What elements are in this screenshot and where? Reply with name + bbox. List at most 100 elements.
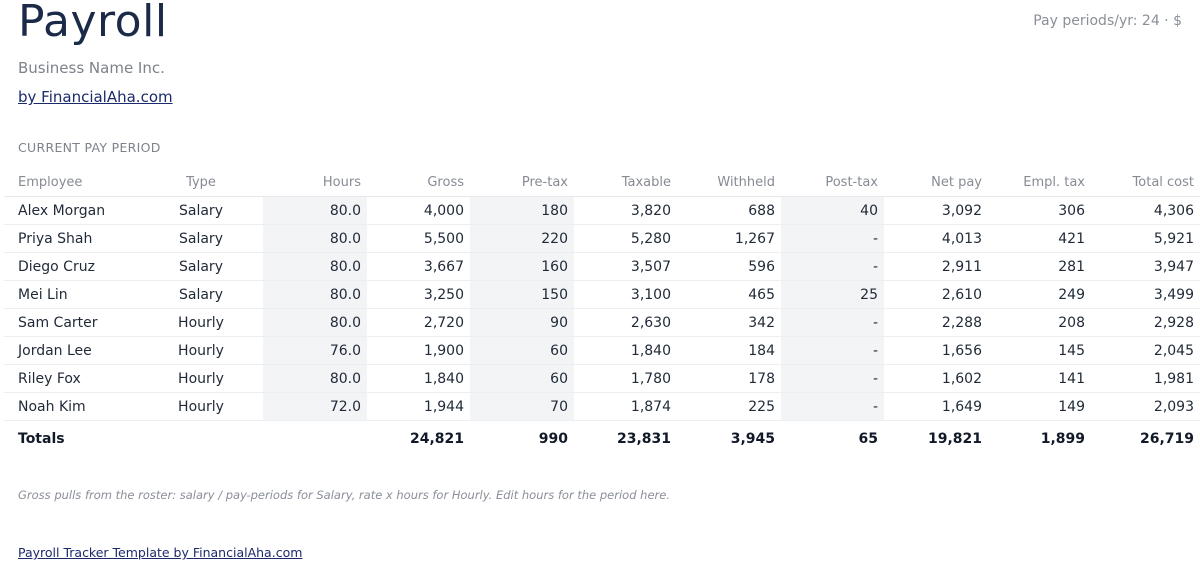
table-cell: 1,840 (574, 336, 677, 365)
business-name: Business Name Inc. (18, 59, 165, 77)
editable-cell[interactable]: 60 (470, 364, 574, 393)
editable-cell[interactable]: 80.0 (263, 252, 367, 281)
table-cell: 2,720 (367, 308, 470, 337)
table-cell: 2,093 (1091, 392, 1200, 421)
table-cell: 5,921 (1091, 224, 1200, 253)
table-cell: 2,928 (1091, 308, 1200, 337)
table-cell: Diego Cruz (4, 252, 139, 281)
table-cell: Noah Kim (4, 392, 139, 421)
table-row: Noah Kim Hourly 72.0 1,944 70 1,874 225-1,649 1… (4, 392, 1200, 421)
table-cell: Salary (139, 252, 263, 281)
column-header: Type (139, 168, 263, 197)
table-cell: 1,602 (884, 364, 988, 393)
editable-cell[interactable]: 25 (781, 280, 884, 309)
table-cell: Salary (139, 196, 263, 225)
editable-cell[interactable]: 60 (470, 336, 574, 365)
table-cell: 1,649 (884, 392, 988, 421)
totals-cell: 23,831 (574, 420, 677, 455)
table-cell: 4,306 (1091, 196, 1200, 225)
table-cell: 1,267 (677, 224, 781, 253)
table-cell: 306 (988, 196, 1091, 225)
editable-cell[interactable]: - (781, 364, 884, 393)
section-label-current-pay-period: CURRENT PAY PERIOD (18, 140, 161, 155)
table-cell: Hourly (139, 392, 263, 421)
footer-template-link[interactable]: Payroll Tracker Template by FinancialAha… (18, 545, 303, 560)
table-cell: 141 (988, 364, 1091, 393)
column-header: Hours (263, 168, 367, 197)
editable-cell[interactable]: 80.0 (263, 196, 367, 225)
totals-cell: 990 (470, 420, 574, 455)
column-header: Total cost (1091, 168, 1200, 197)
editable-cell[interactable]: 80.0 (263, 308, 367, 337)
table-cell: 5,500 (367, 224, 470, 253)
table-cell: 178 (677, 364, 781, 393)
editable-cell[interactable]: 76.0 (263, 336, 367, 365)
table-cell: 4,013 (884, 224, 988, 253)
editable-cell[interactable]: 150 (470, 280, 574, 309)
totals-cell: 65 (781, 420, 884, 455)
editable-cell[interactable]: 70 (470, 392, 574, 421)
table-cell: 1,874 (574, 392, 677, 421)
table-cell: 465 (677, 280, 781, 309)
gross-note: Gross pulls from the roster: salary / pa… (18, 488, 670, 502)
table-cell: Hourly (139, 308, 263, 337)
table-row: Diego Cruz Salary 80.0 3,667 160 3,507 596-2,9… (4, 252, 1200, 281)
table-cell: 1,944 (367, 392, 470, 421)
editable-cell[interactable]: - (781, 336, 884, 365)
editable-cell[interactable]: 80.0 (263, 224, 367, 253)
totals-cell (263, 420, 367, 455)
editable-cell[interactable]: - (781, 252, 884, 281)
table-cell: Hourly (139, 364, 263, 393)
editable-cell[interactable]: 90 (470, 308, 574, 337)
table-row: Riley Fox Hourly 80.0 1,840 60 1,780 178-1,602… (4, 364, 1200, 393)
table-cell: 3,820 (574, 196, 677, 225)
column-header: Pre-tax (470, 168, 574, 197)
column-header: Employee (4, 168, 139, 197)
table-cell: 1,656 (884, 336, 988, 365)
table-cell: Mei Lin (4, 280, 139, 309)
editable-cell[interactable]: 80.0 (263, 280, 367, 309)
column-header: Net pay (884, 168, 988, 197)
editable-cell[interactable]: 160 (470, 252, 574, 281)
editable-cell[interactable]: 220 (470, 224, 574, 253)
editable-cell[interactable]: 80.0 (263, 364, 367, 393)
table-row: Alex Morgan Salary 80.0 4,000 180 3,820 688 40 3… (4, 196, 1200, 225)
table-cell: 596 (677, 252, 781, 281)
table-cell: 342 (677, 308, 781, 337)
totals-cell: 1,899 (988, 420, 1091, 455)
table-cell: 2,911 (884, 252, 988, 281)
pay-periods-info: Pay periods/yr: 24 · $ (1033, 13, 1182, 29)
table-cell: 421 (988, 224, 1091, 253)
table-cell: 3,250 (367, 280, 470, 309)
totals-cell: 19,821 (884, 420, 988, 455)
editable-cell[interactable]: 180 (470, 196, 574, 225)
table-row: Sam Carter Hourly 80.0 2,720 90 2,630 342-2,28… (4, 308, 1200, 337)
editable-cell[interactable]: - (781, 308, 884, 337)
table-row: Jordan Lee Hourly 76.0 1,900 60 1,840 184-1,65… (4, 336, 1200, 365)
table-cell: 3,499 (1091, 280, 1200, 309)
editable-cell[interactable]: 40 (781, 196, 884, 225)
editable-cell[interactable]: 72.0 (263, 392, 367, 421)
editable-cell[interactable]: - (781, 224, 884, 253)
table-cell: 2,288 (884, 308, 988, 337)
table-cell: 2,610 (884, 280, 988, 309)
column-header: Taxable (574, 168, 677, 197)
page-title: Payroll (18, 0, 168, 47)
table-cell: 1,900 (367, 336, 470, 365)
editable-cell[interactable]: - (781, 392, 884, 421)
table-cell: 1,780 (574, 364, 677, 393)
table-cell: 2,630 (574, 308, 677, 337)
by-financialaha-link[interactable]: by FinancialAha.com (18, 88, 173, 106)
table-cell: Jordan Lee (4, 336, 139, 365)
table-cell: Salary (139, 280, 263, 309)
totals-cell: 24,821 (367, 420, 470, 455)
table-cell: 3,667 (367, 252, 470, 281)
totals-cell: Totals (4, 420, 139, 455)
table-cell: 5,280 (574, 224, 677, 253)
table-cell: 281 (988, 252, 1091, 281)
table-cell: 145 (988, 336, 1091, 365)
table-cell: 3,092 (884, 196, 988, 225)
table-cell: Salary (139, 224, 263, 253)
totals-cell (139, 420, 263, 455)
table-cell: Riley Fox (4, 364, 139, 393)
